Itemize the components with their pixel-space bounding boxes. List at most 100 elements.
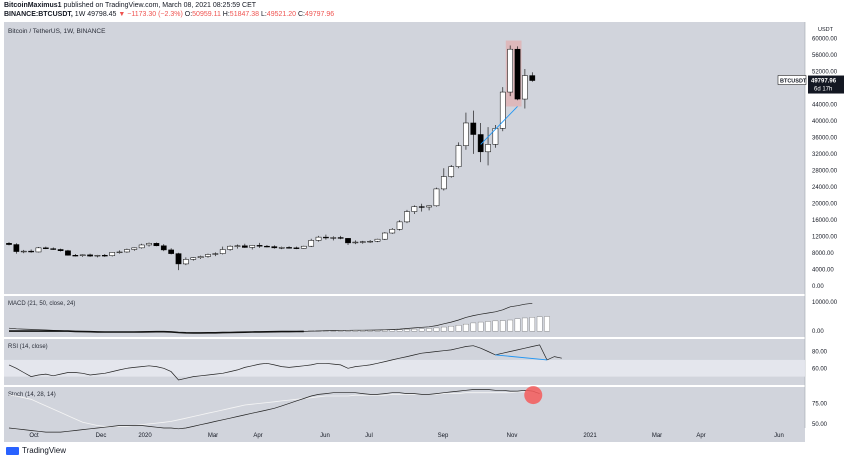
rsi-divergence-line [495, 354, 548, 361]
candle-up [20, 250, 27, 253]
candle-down [323, 236, 329, 239]
price-tick-label: 4000.00 [812, 267, 834, 273]
time-tick-label: Oct [29, 433, 39, 439]
time-tick-label: Apr [696, 433, 705, 439]
stoch-tick-label: 50.00 [812, 422, 828, 428]
macd-histogram-bar [485, 321, 491, 332]
candle-up [219, 249, 226, 254]
candle-up [492, 128, 499, 145]
macd-histogram-bar [522, 317, 528, 332]
stoch-pane [4, 387, 805, 428]
candle-down [514, 48, 521, 100]
candle-down [345, 238, 351, 244]
price-tick-label: 12000.00 [812, 234, 838, 240]
symbol-label: BINANCE:BTCUSDT, [4, 11, 73, 18]
price-tick-label: 56000.00 [812, 53, 838, 59]
time-tick-label: Mar [652, 433, 662, 439]
macd-tick-label: 10000.00 [812, 300, 838, 306]
candle-down [264, 245, 270, 248]
rsi-band [4, 359, 805, 377]
candle-up [499, 91, 506, 129]
macd-histogram-bar [514, 318, 521, 332]
candle-down [256, 245, 263, 247]
candle-down [418, 206, 425, 208]
price-tick-label: 0.00 [812, 284, 824, 290]
candle-up [352, 241, 359, 244]
high-key: H: [222, 11, 230, 18]
candle-up [109, 252, 116, 256]
candle-down [65, 250, 71, 256]
candle-up [79, 254, 86, 256]
symbol-tag-box [777, 75, 807, 85]
candle-up [396, 221, 403, 230]
macd-histogram-bar [441, 326, 447, 332]
stoch-highlight-circle [524, 386, 543, 405]
macd-histogram-bar [433, 327, 440, 332]
candle-down [175, 253, 182, 265]
time-tick-label: Nov [507, 433, 518, 439]
candle-up [522, 75, 528, 100]
candle-up [426, 205, 432, 208]
candle-down [13, 244, 20, 252]
ohlc-info: BINANCE:BTCUSDT, 1W 49798.45 ▼ −1173.30 … [4, 11, 334, 18]
macd-tick-label: 0.00 [812, 329, 824, 335]
price-tick-label: 32000.00 [812, 152, 838, 158]
macd-histogram-bar [426, 328, 432, 332]
price-tick-label: 44000.00 [812, 102, 838, 108]
candle-down [28, 250, 34, 253]
candle-up [249, 245, 256, 248]
stoch-tick-label: 75.00 [812, 401, 828, 407]
candle-up [190, 257, 197, 260]
candle-down [529, 75, 536, 81]
brand-label: TradingView [22, 446, 67, 455]
price-tick-label: 20000.00 [812, 201, 838, 207]
support-trendline [480, 106, 518, 145]
candle-down [286, 247, 292, 249]
time-tick-label: 2020 [138, 433, 152, 439]
low-key: L: [260, 11, 267, 18]
rsi-tick-label: 80.00 [812, 350, 828, 356]
candle-up [382, 232, 388, 240]
price-tick-label: 40000.00 [812, 119, 838, 125]
candle-down [160, 245, 167, 251]
stoch-k-line [8, 389, 540, 433]
candle-up [212, 253, 219, 255]
candle-up [278, 247, 285, 249]
macd-histogram-bar [404, 329, 410, 332]
candle-up [205, 254, 211, 257]
candle-up [124, 249, 130, 253]
macd-histogram-bar [477, 321, 484, 332]
candle-up [507, 48, 514, 93]
candle-up [448, 166, 455, 177]
price-tick-label: 8000.00 [812, 251, 834, 257]
macd-histogram-bar [455, 325, 462, 332]
candle-up [463, 122, 469, 146]
macd-histogram-bar [536, 316, 543, 332]
footer: TradingView [6, 446, 66, 455]
publish-info: BitcoinMaximus1 published on TradingView… [4, 2, 256, 9]
candle-up [330, 237, 337, 239]
macd-histogram-bar [411, 328, 418, 332]
price-tick-label: 52000.00 [812, 69, 838, 75]
author-name[interactable]: BitcoinMaximus1 [4, 2, 62, 9]
candle-up [485, 144, 491, 153]
candle-up [183, 259, 189, 265]
candle-up [367, 240, 373, 243]
candle-down [293, 247, 300, 249]
candle-down [153, 243, 160, 247]
time-axis-band [4, 428, 805, 442]
candle-up [433, 188, 440, 207]
candle-down [87, 254, 93, 257]
candle-down [470, 122, 477, 135]
macd-histogram-bar [544, 316, 550, 332]
stoch-label: Stoch (14, 28, 14) [8, 392, 56, 398]
macd-histogram-bar [396, 329, 403, 332]
candle-up [138, 244, 145, 249]
rsi-line [8, 344, 562, 381]
last-price-value: 49797.96 [811, 79, 837, 85]
candle-down [337, 237, 344, 239]
price-tick-label: 36000.00 [812, 135, 838, 141]
macd-label: MACD (21, 50, close, 24) [8, 301, 75, 307]
candle-down [50, 248, 57, 250]
